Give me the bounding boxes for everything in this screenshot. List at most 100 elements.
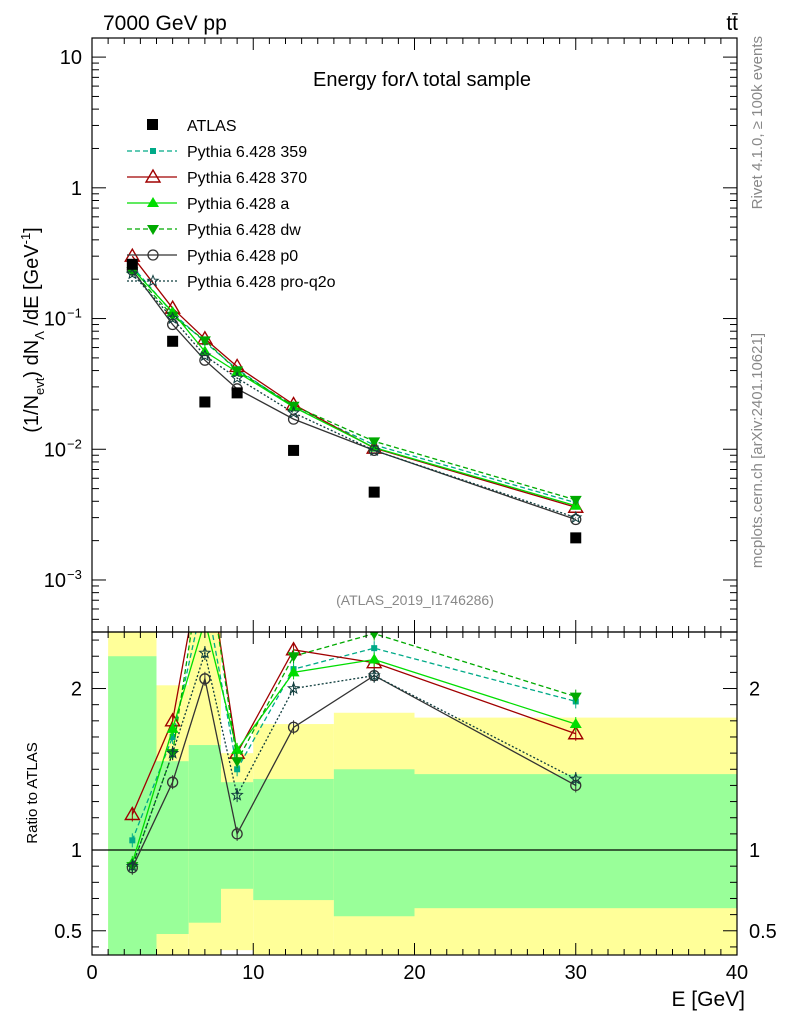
mcplots-label: mcplots.cern.ch [arXiv:2401.10621]	[749, 333, 766, 568]
ratio-panel	[92, 536, 737, 955]
x-axis-label: E [GeV]	[671, 988, 745, 1011]
x-tick-label: 20	[403, 962, 425, 984]
uncertainty-band-green	[156, 761, 189, 935]
ratio-tick-label: 1	[749, 840, 760, 862]
ratio-point	[368, 653, 381, 664]
legend-marker	[144, 168, 162, 183]
y-tick-exponent: −2	[67, 436, 82, 451]
ratio-point	[202, 589, 208, 595]
series-point	[166, 311, 180, 325]
ratio-point	[166, 776, 179, 788]
legend-marker	[147, 197, 159, 207]
process-label: tt̄	[726, 12, 738, 35]
series-line	[131, 255, 576, 508]
uncertainty-band-green	[188, 745, 221, 923]
analysis-tag: (ATLAS_2019_I1746286)	[336, 592, 494, 608]
uncertainty-band-green	[414, 774, 737, 909]
ratio-tick-label: 0.5	[54, 921, 82, 943]
uncertainty-band-green	[108, 656, 157, 955]
ratio-point	[199, 673, 211, 685]
series-point	[368, 437, 381, 448]
x-tick-label: 30	[565, 962, 587, 984]
ratio-point	[569, 718, 582, 729]
ratio-point	[198, 646, 212, 659]
legend-label: Pythia 6.428 pro-q2o	[187, 274, 336, 291]
chart-title: Energy forΛ total sample	[313, 69, 531, 91]
x-tick-label: 0	[86, 962, 97, 984]
beam-label: 7000 GeV pp	[103, 12, 227, 35]
ratio-point	[166, 722, 179, 733]
ratio-point	[569, 772, 583, 785]
legend-label: Pythia 6.428 359	[187, 144, 307, 161]
series-point	[125, 266, 139, 280]
legend-marker	[147, 225, 159, 235]
legend-marker	[147, 249, 159, 261]
y-tick-exponent: −3	[67, 567, 82, 582]
series-point	[230, 371, 244, 384]
legend: ATLAS Pythia 6.428 359 Pythia 6.428 370 Pyt…	[127, 118, 336, 291]
main-panel	[124, 247, 584, 544]
ratio-series-group	[124, 536, 584, 875]
legend-label: Pythia 6.428 dw	[187, 222, 301, 239]
ratio-point	[367, 668, 381, 682]
ratio-tick-label: 2	[749, 679, 760, 701]
series-line	[131, 269, 577, 521]
y-tick-label: 10	[44, 439, 66, 461]
series-line	[131, 273, 577, 519]
ratio-point	[199, 615, 211, 625]
legend-label: Pythia 6.428 370	[187, 170, 307, 187]
ratio-point	[567, 725, 584, 740]
data-point	[231, 387, 243, 399]
ratio-point	[287, 721, 300, 733]
y-tick-label: 10	[60, 47, 82, 69]
uncertainty-band-green	[333, 769, 415, 917]
uncertainty-band-green	[253, 778, 334, 901]
series-point	[198, 336, 211, 347]
legend-marker	[150, 148, 156, 154]
data-point	[199, 396, 211, 408]
legend-label: Pythia 6.428 p0	[187, 248, 298, 265]
ratio-point	[369, 632, 379, 640]
ratio-point	[125, 859, 139, 872]
x-tick-label: 40	[726, 962, 748, 984]
ratio-point	[287, 652, 300, 663]
ratio-point	[287, 666, 300, 677]
data-point	[288, 444, 300, 456]
rivet-label: Rivet 4.1.0, ≥ 100k events	[749, 36, 766, 209]
ratio-point	[129, 837, 136, 844]
ratio-point	[234, 766, 241, 773]
series-point	[286, 405, 301, 419]
ratio-point	[569, 692, 582, 703]
y-axis-label: (1/Nevt) dNΛ /dE [GeV-1]	[18, 227, 47, 432]
series-point	[569, 510, 583, 524]
ratio-point	[286, 681, 301, 695]
ratio-point	[169, 733, 176, 740]
series-line	[131, 268, 576, 507]
ratio-point	[231, 757, 244, 768]
ratio-point	[124, 806, 141, 821]
ratio-tick-label: 2	[71, 679, 82, 701]
ratio-point	[166, 746, 180, 759]
series-point	[367, 443, 381, 457]
y-tick-label: 10	[44, 309, 66, 331]
ratio-point	[231, 743, 244, 754]
series-point	[287, 413, 300, 425]
legend-marker-atlas	[147, 119, 158, 130]
ratio-tick-label: 1	[71, 840, 82, 862]
series-point	[570, 513, 582, 526]
series-point	[569, 495, 582, 506]
legend-label: Pythia 6.428 a	[187, 196, 289, 213]
ratio-point	[371, 645, 378, 652]
y-tick-exponent: −1	[67, 306, 82, 321]
data-point	[570, 532, 582, 544]
data-point	[167, 335, 179, 347]
ratio-point	[231, 828, 243, 840]
series-point	[198, 348, 212, 362]
x-tick-label: 10	[242, 962, 264, 984]
ratio-point	[198, 536, 212, 548]
series-line	[131, 266, 576, 504]
ratio-axis-label: Ratio to ATLAS	[24, 742, 41, 843]
legend-marker	[146, 274, 160, 287]
series-line	[131, 270, 576, 501]
